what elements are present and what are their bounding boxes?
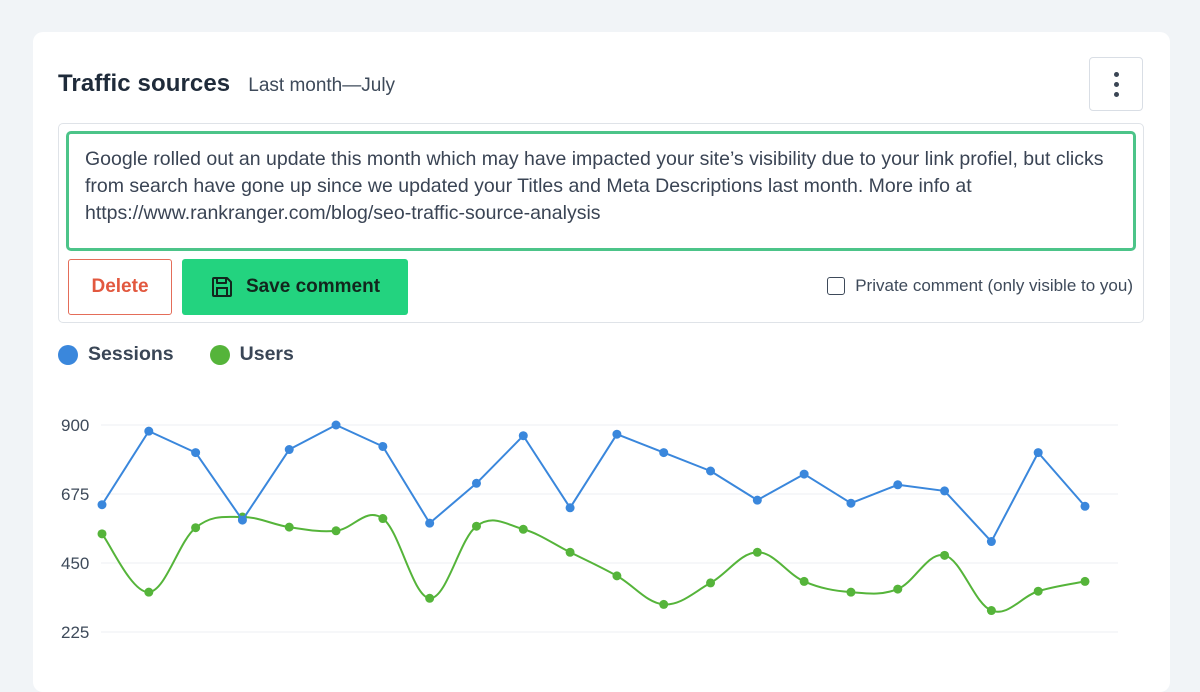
more-vertical-icon-dot (1113, 81, 1119, 87)
save-comment-button[interactable]: Save comment (182, 259, 408, 315)
more-vertical-icon-dot (1113, 91, 1119, 97)
data-point-users[interactable] (284, 522, 294, 532)
data-point-users[interactable] (471, 521, 481, 531)
y-tick-label: 450 (61, 554, 89, 573)
data-point-users[interactable] (331, 526, 341, 536)
private-comment-label: Private comment (only visible to you) (855, 276, 1133, 295)
comment-panel: Google rolled out an update this month w… (58, 123, 1144, 323)
data-point-sessions[interactable] (144, 426, 154, 436)
data-point-users[interactable] (191, 523, 201, 533)
data-point-users[interactable] (1033, 586, 1043, 596)
data-point-users[interactable] (752, 547, 762, 557)
y-tick-label: 225 (61, 623, 89, 642)
save-comment-label: Save comment (245, 276, 381, 297)
legend-label-sessions: Sessions (88, 343, 174, 365)
data-point-sessions[interactable] (284, 445, 294, 455)
data-point-users[interactable] (846, 587, 856, 597)
traffic-sources-card: Traffic sources Last month—July Google r… (33, 32, 1170, 692)
data-point-sessions[interactable] (659, 448, 669, 458)
data-point-users[interactable] (144, 587, 154, 597)
data-point-users[interactable] (940, 550, 950, 560)
data-point-sessions[interactable] (752, 495, 762, 505)
data-point-sessions[interactable] (378, 441, 388, 451)
data-point-sessions[interactable] (1080, 501, 1090, 511)
y-tick-label: 675 (61, 485, 89, 504)
data-point-users[interactable] (97, 529, 107, 539)
private-comment-checkbox[interactable] (827, 277, 846, 295)
series-line-users (101, 514, 1086, 613)
data-point-sessions[interactable] (237, 515, 247, 525)
data-point-users[interactable] (518, 524, 528, 534)
data-point-users[interactable] (425, 593, 435, 603)
private-comment-option[interactable]: Private comment (only visible to you) (827, 276, 1133, 296)
data-point-sessions[interactable] (518, 431, 528, 441)
legend-item-sessions[interactable]: Sessions (58, 343, 174, 366)
legend-item-users[interactable]: Users (209, 343, 294, 366)
floppy-disk-icon (211, 277, 232, 297)
widget-title: Traffic sources (58, 70, 231, 97)
comment-textarea[interactable]: Google rolled out an update this month w… (66, 131, 1136, 251)
delete-button[interactable]: Delete (68, 259, 172, 315)
data-point-sessions[interactable] (1033, 448, 1043, 458)
data-point-users[interactable] (986, 606, 996, 616)
data-point-sessions[interactable] (706, 466, 716, 476)
data-point-sessions[interactable] (471, 478, 481, 488)
data-point-users[interactable] (706, 578, 716, 588)
card-header: Traffic sources Last month—July (58, 70, 395, 98)
more-options-button[interactable] (1089, 57, 1143, 111)
data-point-sessions[interactable] (191, 448, 201, 458)
data-point-sessions[interactable] (940, 486, 950, 496)
more-vertical-icon (1113, 71, 1119, 77)
data-point-users[interactable] (378, 514, 388, 524)
data-point-sessions[interactable] (97, 500, 107, 510)
data-point-sessions[interactable] (565, 503, 575, 513)
data-point-sessions[interactable] (846, 498, 856, 508)
data-point-sessions[interactable] (893, 480, 903, 490)
widget-date-range: Last month—July (248, 75, 396, 96)
data-point-users[interactable] (893, 584, 903, 594)
data-point-sessions[interactable] (986, 537, 996, 547)
data-point-sessions[interactable] (331, 420, 341, 430)
data-point-users[interactable] (612, 571, 622, 581)
series-line-sessions (101, 424, 1086, 543)
data-point-sessions[interactable] (799, 469, 809, 479)
y-tick-label: 900 (61, 416, 89, 435)
data-point-sessions[interactable] (612, 429, 622, 439)
data-point-users[interactable] (565, 547, 575, 557)
data-point-sessions[interactable] (425, 518, 435, 528)
legend-label-users: Users (239, 343, 294, 365)
data-point-users[interactable] (799, 576, 809, 586)
data-point-users[interactable] (1080, 576, 1090, 586)
data-point-users[interactable] (237, 512, 247, 522)
chart-legend: Sessions Users (58, 343, 294, 366)
legend-swatch-users (209, 344, 230, 365)
data-point-users[interactable] (659, 599, 669, 609)
legend-swatch-sessions (58, 344, 78, 365)
